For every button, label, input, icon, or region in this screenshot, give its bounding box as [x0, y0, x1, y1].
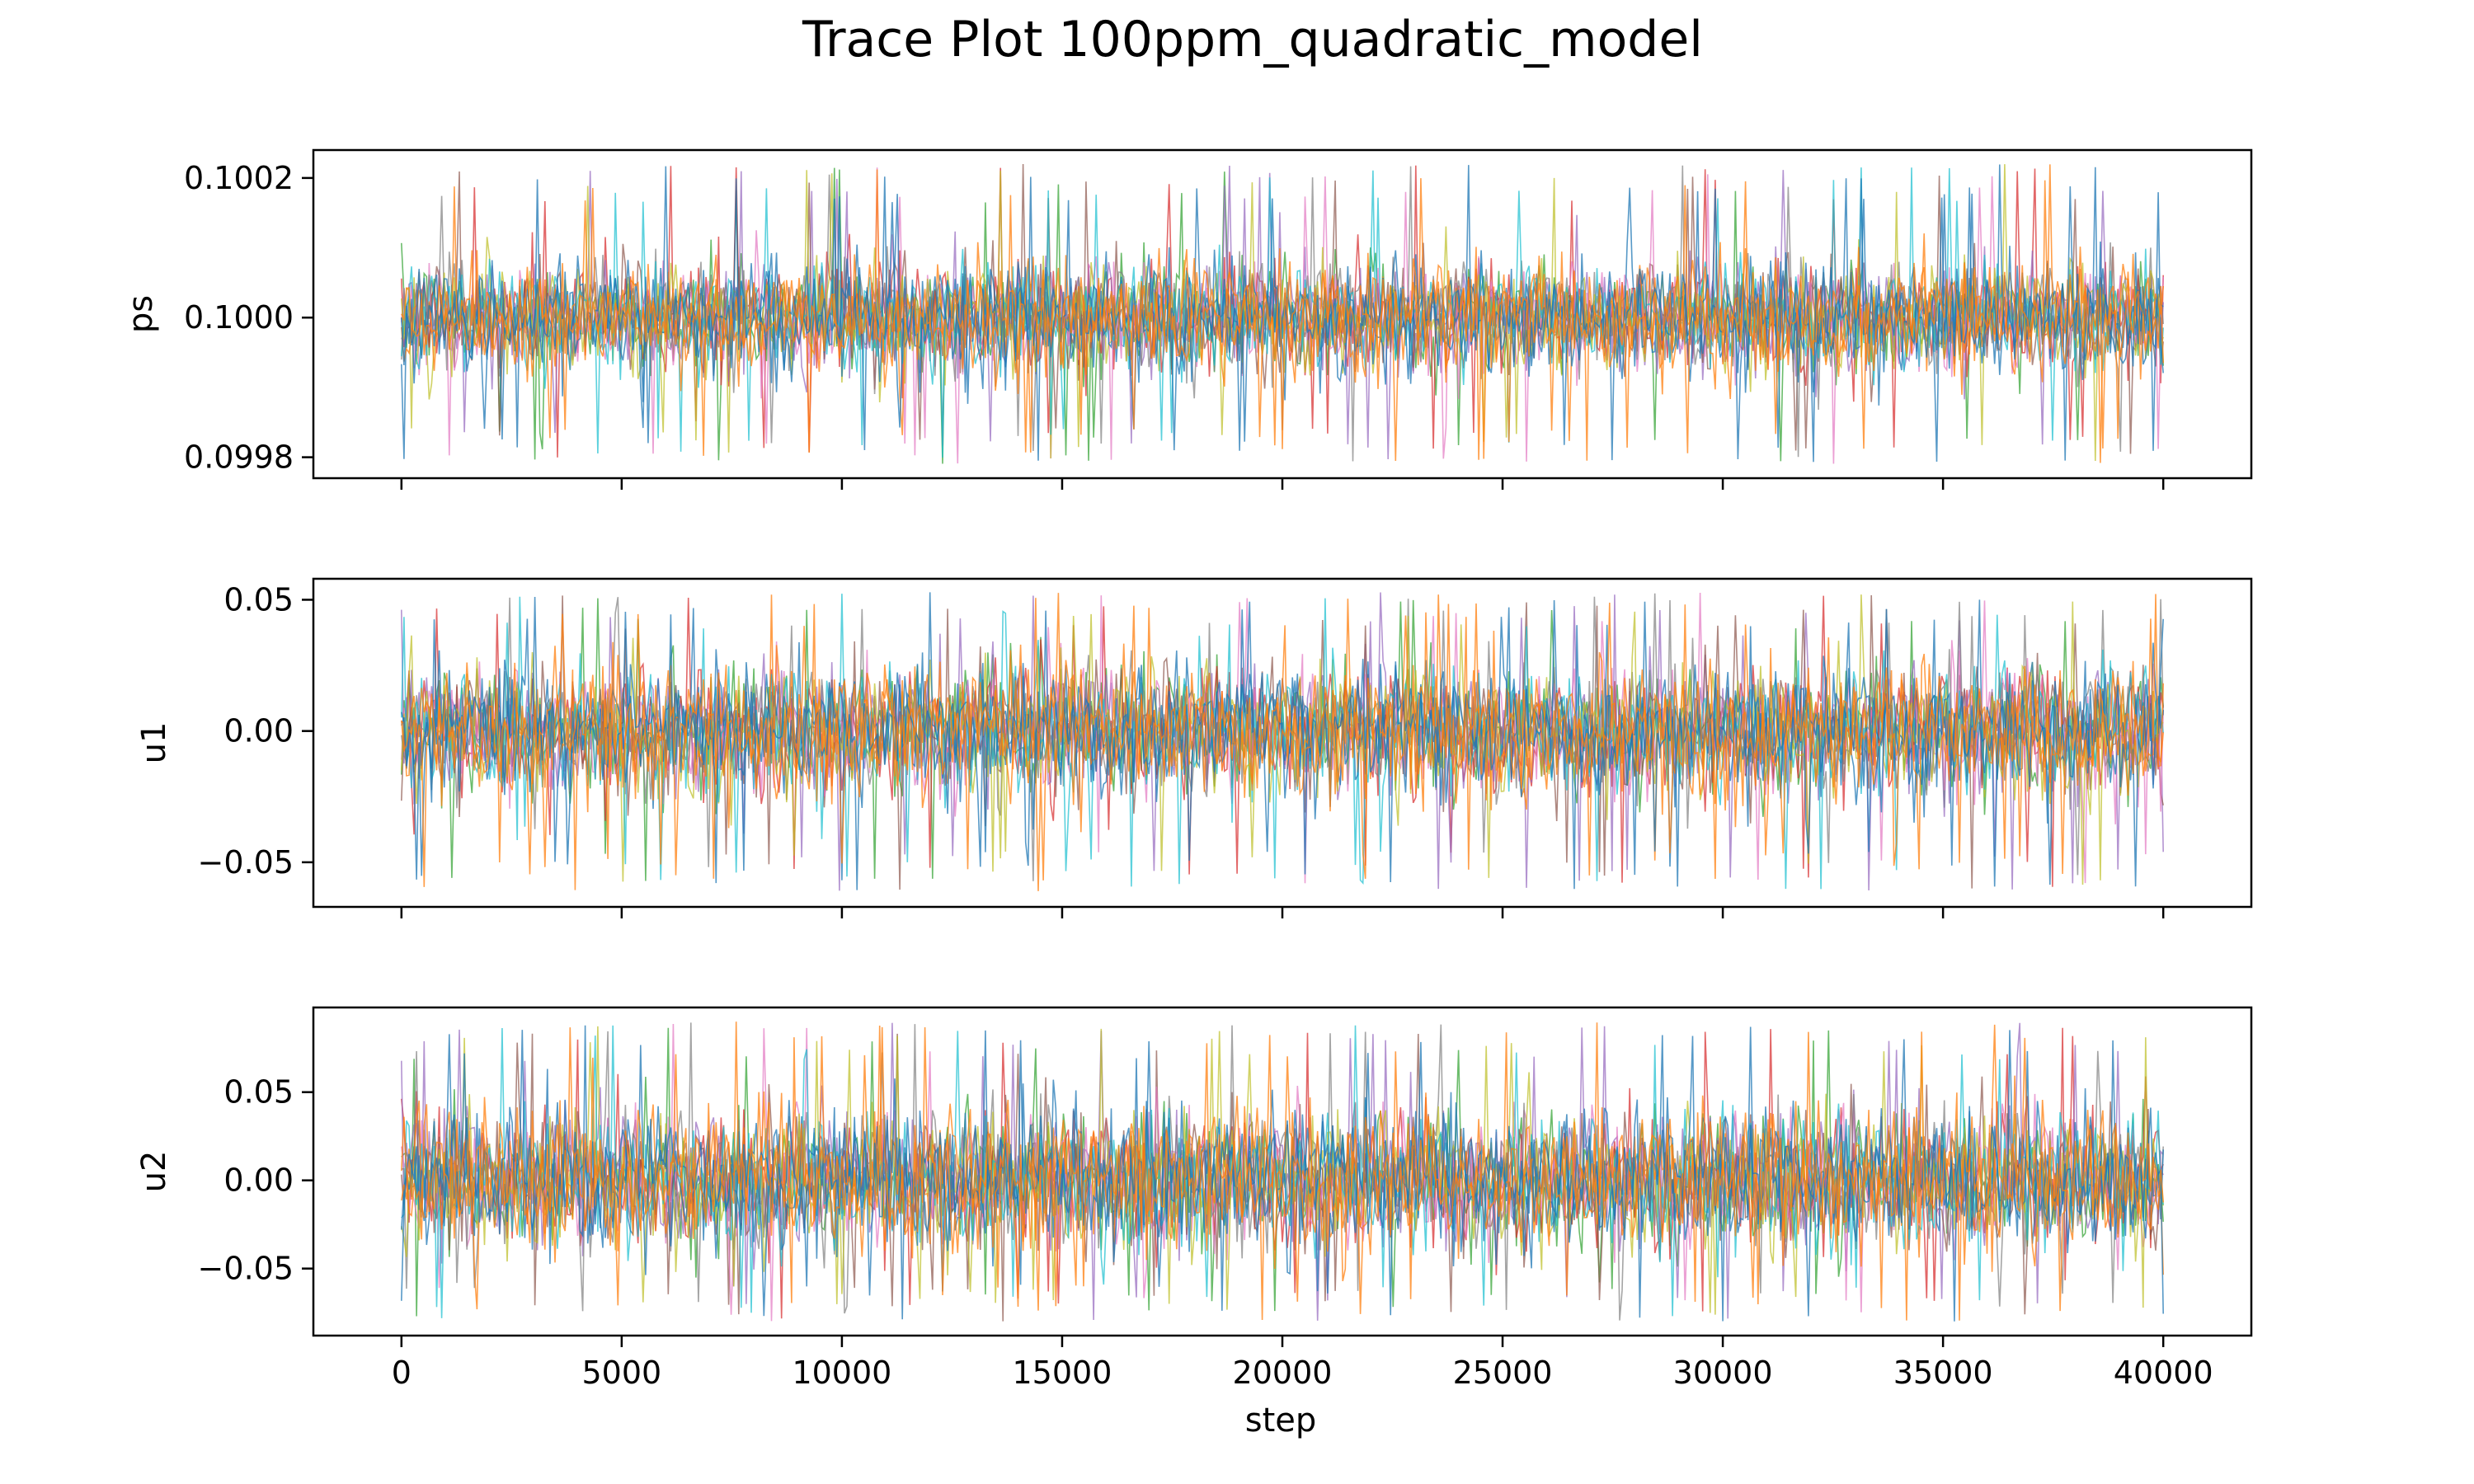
y-tick-label-u1: 0.05 — [223, 581, 294, 618]
y-axis-label-u1: u1 — [135, 722, 173, 764]
trace-lines-ps — [401, 163, 2164, 464]
x-tick-label: 30000 — [1673, 1355, 1773, 1391]
x-tick-label: 20000 — [1233, 1355, 1333, 1391]
y-tick-label-u1: 0.00 — [223, 713, 294, 749]
panel-ps: 0.0998 0.1000 0.1002 ps — [122, 148, 2253, 490]
x-tick-label: 0 — [392, 1355, 412, 1391]
y-tick-label-ps: 0.0998 — [184, 439, 294, 476]
trace-lines-u1 — [401, 592, 2164, 891]
x-axis-label: step — [1245, 1402, 1317, 1439]
y-tick-label-u2: −0.05 — [198, 1251, 294, 1287]
x-tick-label: 25000 — [1453, 1355, 1553, 1391]
y-tick-label-u2: 0.00 — [223, 1162, 294, 1199]
trace-u1-walker-8 — [401, 599, 2164, 890]
y-tick-label-ps: 0.1000 — [184, 299, 294, 336]
trace-u2-walker-11 — [401, 1021, 2164, 1321]
trace-lines-u2 — [401, 1021, 2164, 1322]
chart-title: Trace Plot 100ppm_quadratic_model — [802, 11, 1703, 68]
trace-ps-walker-11 — [401, 164, 2164, 463]
subplot-panels: 0.09980.10000.1002ps−0.050.000.05u1−0.05… — [122, 148, 2253, 1391]
y-tick-label-u1: −0.05 — [198, 844, 294, 881]
panel-u1: −0.05 0.00 0.05 u1 — [135, 577, 2253, 918]
trace-u1-walker-10 — [401, 592, 2164, 890]
y-axis-label-ps: ps — [122, 295, 160, 333]
trace-ps-walker-10 — [401, 164, 2164, 463]
y-axis-label-u2: u2 — [135, 1151, 173, 1193]
x-tick-label: 5000 — [582, 1355, 662, 1391]
x-tick-label: 35000 — [1893, 1355, 1993, 1391]
panel-u2: −0.05 0.00 0.05 u2 0 5000 10000 15000 20000 25000… — [135, 1006, 2253, 1391]
y-tick-label-ps: 0.1002 — [184, 160, 294, 196]
trace-u1-walker-11 — [401, 593, 2164, 887]
x-tick-label: 40000 — [2114, 1355, 2213, 1391]
y-tick-label-u2: 0.05 — [223, 1074, 294, 1111]
x-tick-label: 10000 — [792, 1355, 891, 1391]
x-tick-label: 15000 — [1013, 1355, 1112, 1391]
